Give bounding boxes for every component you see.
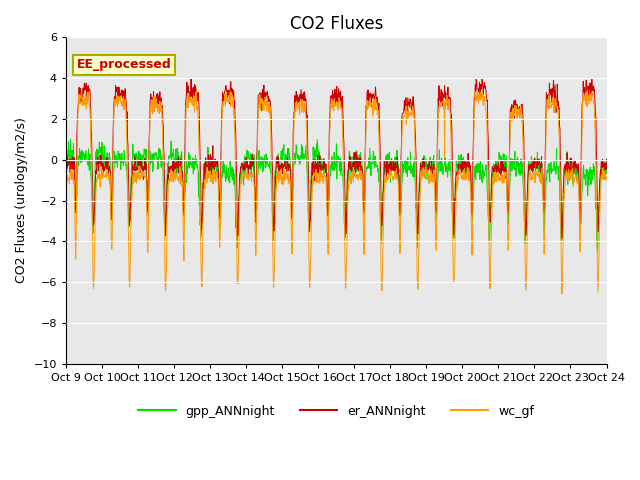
er_ANNnight bbox=[243, 160, 250, 166]
er_ANNnight bbox=[558, 236, 566, 242]
gpp_ANNnight bbox=[603, 156, 611, 162]
Legend: gpp_ANNnight, er_ANNnight, wc_gf: gpp_ANNnight, er_ANNnight, wc_gf bbox=[133, 400, 540, 423]
er_ANNnight bbox=[182, 96, 190, 102]
gpp_ANNnight bbox=[491, 178, 499, 184]
gpp_ANNnight bbox=[539, 166, 547, 172]
er_ANNnight bbox=[169, 169, 177, 175]
er_ANNnight bbox=[62, 164, 70, 170]
er_ANNnight bbox=[603, 156, 611, 162]
wc_gf bbox=[420, 170, 428, 176]
Y-axis label: CO2 Fluxes (urology/m2/s): CO2 Fluxes (urology/m2/s) bbox=[15, 118, 28, 284]
wc_gf bbox=[491, 177, 499, 182]
wc_gf bbox=[62, 173, 70, 179]
gpp_ANNnight bbox=[314, 137, 321, 143]
gpp_ANNnight bbox=[62, 160, 70, 166]
er_ANNnight bbox=[478, 75, 486, 81]
Line: er_ANNnight: er_ANNnight bbox=[66, 78, 607, 239]
Title: CO2 Fluxes: CO2 Fluxes bbox=[289, 15, 383, 33]
gpp_ANNnight bbox=[420, 175, 428, 180]
wc_gf bbox=[539, 181, 547, 187]
wc_gf bbox=[182, 102, 190, 108]
wc_gf bbox=[169, 176, 177, 181]
wc_gf bbox=[603, 175, 611, 180]
gpp_ANNnight bbox=[243, 164, 250, 170]
wc_gf bbox=[558, 291, 566, 297]
gpp_ANNnight bbox=[182, 180, 190, 185]
er_ANNnight bbox=[539, 170, 547, 176]
Line: wc_gf: wc_gf bbox=[66, 89, 607, 294]
Text: EE_processed: EE_processed bbox=[77, 59, 172, 72]
wc_gf bbox=[243, 175, 250, 180]
gpp_ANNnight bbox=[169, 153, 177, 159]
wc_gf bbox=[474, 86, 481, 92]
gpp_ANNnight bbox=[594, 250, 602, 255]
er_ANNnight bbox=[420, 158, 428, 164]
er_ANNnight bbox=[491, 162, 499, 168]
Line: gpp_ANNnight: gpp_ANNnight bbox=[66, 140, 607, 252]
